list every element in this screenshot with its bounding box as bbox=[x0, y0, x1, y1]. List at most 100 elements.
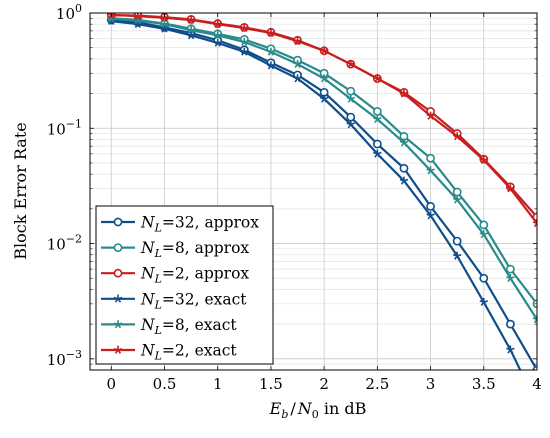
data-point bbox=[346, 112, 356, 122]
legend-box bbox=[95, 205, 274, 365]
data-point bbox=[293, 36, 302, 46]
x-tick-label: 1 bbox=[213, 375, 223, 393]
legend-item: NL=32, approx bbox=[101, 214, 259, 235]
data-point bbox=[505, 319, 515, 329]
data-point bbox=[133, 13, 143, 20]
y-tick-label: 10−2 bbox=[47, 233, 82, 254]
data-point bbox=[372, 139, 382, 149]
data-point bbox=[293, 74, 302, 83]
x-tick-label: 4 bbox=[532, 375, 542, 393]
data-point bbox=[113, 294, 123, 303]
data-point bbox=[186, 25, 196, 35]
legend-label: NL=32, approx bbox=[140, 214, 259, 235]
legend: NL=32, approx NL=8, approx NL=2, approx NL=… bbox=[95, 205, 274, 365]
data-point bbox=[426, 211, 435, 220]
data-point bbox=[452, 187, 462, 197]
data-point bbox=[372, 107, 382, 116]
data-point bbox=[113, 217, 123, 227]
data-point bbox=[266, 61, 276, 70]
data-point bbox=[426, 111, 435, 120]
x-tick-label: 3 bbox=[426, 375, 436, 393]
data-point bbox=[186, 15, 196, 24]
y-tick-label: 10−3 bbox=[47, 348, 82, 369]
data-point bbox=[160, 19, 169, 29]
series-group bbox=[107, 16, 541, 409]
data-point bbox=[113, 268, 123, 278]
legend-label: NL=2, exact bbox=[140, 342, 237, 363]
data-point bbox=[373, 149, 382, 158]
legend-item: NL=8, approx bbox=[101, 239, 249, 260]
x-tick-label: 0 bbox=[107, 375, 117, 393]
data-point bbox=[266, 47, 276, 56]
data-point bbox=[452, 236, 462, 246]
x-tick-label: 1.5 bbox=[259, 375, 283, 393]
plot-frame bbox=[89, 12, 538, 371]
data-point bbox=[113, 345, 123, 354]
data-point bbox=[373, 114, 382, 124]
y-tick-labels: 100 10−1 10−2 10−3 bbox=[47, 2, 82, 369]
data-point bbox=[533, 401, 541, 409]
data-point bbox=[107, 13, 116, 19]
data-point bbox=[373, 74, 382, 83]
legend-item: NL=2, exact bbox=[101, 342, 237, 363]
data-point bbox=[479, 297, 489, 307]
x-tick-label: 3.5 bbox=[472, 375, 496, 393]
legend-label: NL=2, approx bbox=[140, 265, 249, 286]
data-point bbox=[479, 273, 489, 283]
data-point bbox=[346, 94, 355, 103]
y-axis-label: Block Error Rate bbox=[11, 122, 30, 259]
legend-item: NL=32, exact bbox=[101, 290, 247, 311]
data-point bbox=[213, 19, 222, 29]
data-point bbox=[319, 94, 329, 103]
data-point bbox=[506, 184, 515, 193]
x-tick-label: 0.5 bbox=[153, 375, 177, 393]
data-point bbox=[113, 243, 123, 252]
data-point bbox=[133, 16, 143, 25]
data-point bbox=[319, 46, 329, 55]
y-tick-label: 100 bbox=[56, 2, 82, 23]
data-point bbox=[506, 274, 515, 283]
data-point bbox=[399, 89, 409, 98]
data-point bbox=[426, 202, 435, 211]
data-point bbox=[240, 23, 249, 32]
data-point bbox=[213, 38, 222, 47]
data-point bbox=[266, 28, 276, 37]
data-point bbox=[452, 195, 462, 204]
data-point bbox=[160, 24, 169, 33]
x-axis-label: Eb / N0 in dB bbox=[269, 399, 367, 421]
x-tick-label: 2.5 bbox=[365, 375, 389, 393]
data-point bbox=[399, 138, 409, 147]
series-group bbox=[107, 13, 537, 228]
data-point bbox=[186, 31, 196, 40]
data-point bbox=[505, 264, 515, 274]
legend-label: NL=8, approx bbox=[140, 239, 249, 260]
legend-label: NL=8, exact bbox=[140, 316, 237, 337]
series-group bbox=[107, 14, 537, 324]
data-point bbox=[346, 59, 355, 69]
data-point bbox=[240, 37, 249, 46]
data-point bbox=[479, 155, 489, 164]
x-tick-label: 2 bbox=[319, 375, 329, 393]
data-point bbox=[426, 153, 435, 163]
data-point bbox=[479, 230, 489, 239]
data-point bbox=[452, 132, 462, 141]
data-point bbox=[319, 74, 329, 83]
data-point bbox=[426, 166, 435, 175]
data-point bbox=[479, 220, 489, 230]
data-point bbox=[346, 86, 356, 96]
y-tick-label: 10−1 bbox=[47, 117, 82, 138]
data-point bbox=[506, 345, 515, 354]
data-point bbox=[346, 120, 355, 129]
data-point bbox=[452, 251, 462, 260]
data-point bbox=[213, 31, 222, 40]
data-point bbox=[293, 59, 302, 69]
legend-item: NL=2, approx bbox=[101, 265, 249, 286]
legend-item: NL=8, exact bbox=[101, 316, 237, 337]
data-point bbox=[399, 163, 409, 173]
data-point bbox=[113, 320, 123, 329]
x-tick-labels: 0 0.5 1 1.5 2 2.5 3 3.5 4 bbox=[107, 375, 542, 393]
tick-marks bbox=[90, 12, 538, 370]
data-point bbox=[399, 176, 409, 185]
